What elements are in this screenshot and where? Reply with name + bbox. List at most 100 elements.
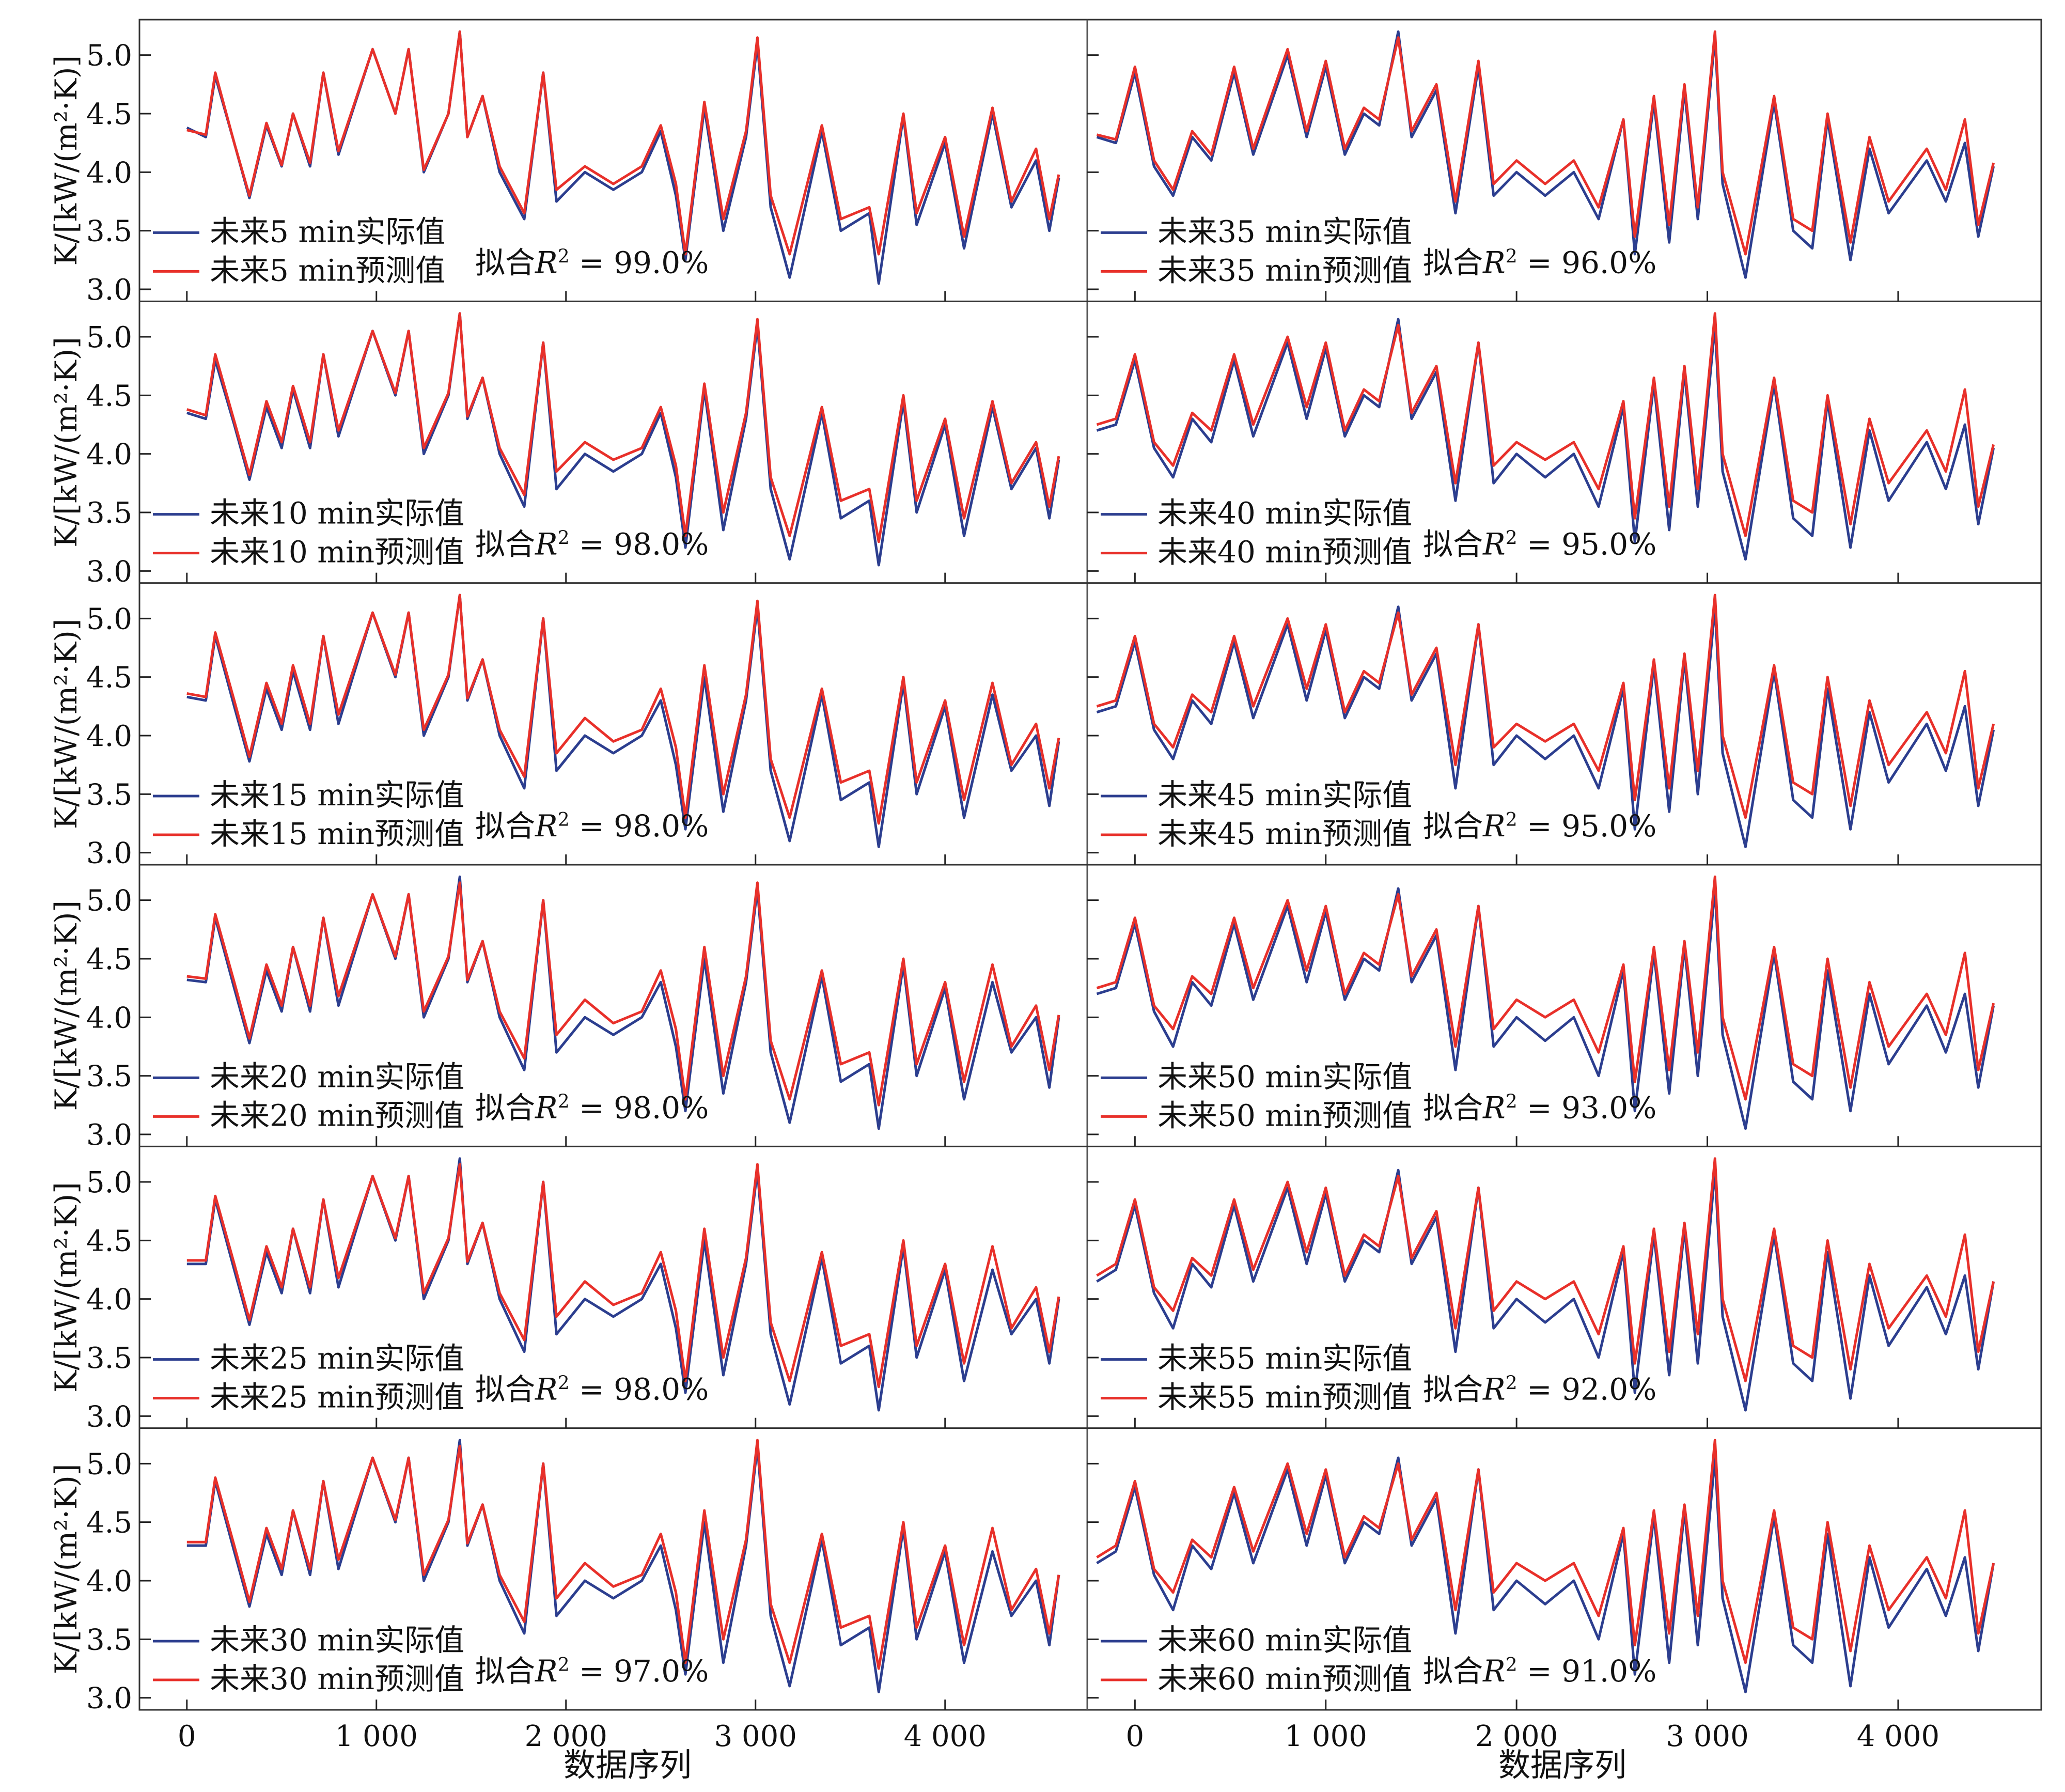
r2-annotation: 拟合R2 = 98.0% [475,527,709,562]
legend-predicted-label: 未来5 min预测值 [210,253,445,288]
y-tick-label: 4.5 [86,379,132,413]
x-tick-label: 2 000 [525,1720,607,1753]
y-tick-label: 5.0 [86,602,132,636]
y-axis-label: K/[kW/(m²·K)] [49,1463,84,1674]
y-tick-label: 4.0 [86,1283,132,1317]
legend-predicted-label: 未来40 min预测值 [1157,535,1412,570]
y-tick-label: 4.0 [86,1001,132,1035]
y-tick-label: 3.0 [86,1118,132,1152]
legend-actual-label: 未来15 min实际值 [210,777,464,813]
x-tick-label: 2 000 [1475,1720,1558,1753]
legend-actual-label: 未来20 min实际值 [210,1059,464,1094]
x-tick-label: 1 000 [1285,1720,1367,1753]
y-tick-label: 3.5 [86,1342,132,1375]
y-tick-label: 5.0 [86,1447,132,1481]
legend-predicted-label: 未来50 min预测值 [1157,1098,1412,1133]
series-predicted-line [1096,594,1995,819]
r2-annotation: 拟合R2 = 91.0% [1423,1654,1656,1689]
series-predicted-line [186,1163,1060,1389]
legend-actual-label: 未来30 min实际值 [210,1623,464,1658]
legend-predicted-label: 未来25 min预测值 [210,1380,464,1415]
y-tick-label: 4.5 [86,943,132,976]
legend-actual-label: 未来50 min实际值 [1157,1059,1412,1094]
x-tick-label: 3 000 [714,1720,797,1753]
legend-predicted-label: 未来60 min预测值 [1157,1661,1412,1696]
y-tick-label: 3.0 [86,1682,132,1716]
legend-actual-label: 未来40 min实际值 [1157,496,1412,531]
y-tick-label: 4.5 [86,1224,132,1258]
y-tick-label: 3.0 [86,555,132,588]
legend-actual-label: 未来55 min实际值 [1157,1341,1412,1376]
series-actual-line [1096,1456,1995,1693]
panel-left-5: 3.0 3.5 4.0 4.5 5.0K/[kW/(m²·K)] 未来25 min实际值未… [49,1157,1060,1433]
series-predicted-line [186,312,1060,543]
r2-annotation: 拟合R2 = 93.0% [1423,1090,1656,1125]
y-tick-label: 3.0 [86,273,132,307]
panels-group: 3.03.54.04.55.0K/[kW/(m²·K)] 未来5 min实际值未来… [49,30,2041,1753]
legend-actual-label: 未来10 min实际值 [210,496,464,531]
y-axis-label: K/[kW/(m²·K)] [49,618,84,829]
legend-predicted-label: 未来30 min预测值 [210,1661,464,1696]
legend-actual-label: 未来5 min实际值 [210,214,445,249]
r2-annotation: 拟合R2 = 95.0% [1423,808,1656,844]
y-tick-label: 5.0 [86,1166,132,1199]
series-predicted-line [1096,875,1995,1101]
legend-actual-label: 未来35 min实际值 [1157,214,1412,249]
y-tick-label: 4.0 [86,720,132,753]
series-predicted-line [1096,1439,1995,1664]
y-axis-label: K/[kW/(m²·K)] [49,55,84,266]
y-tick-label: 4.0 [86,438,132,472]
series-predicted-line [1096,1157,1995,1382]
x-tick-label: 1 000 [335,1720,418,1753]
r2-annotation: 拟合R2 = 92.0% [1423,1372,1656,1407]
legend-actual-label: 未来25 min实际值 [210,1341,464,1376]
legend-actual-label: 未来60 min实际值 [1157,1623,1412,1658]
y-tick-label: 3.5 [86,496,132,530]
x-tick-label: 0 [178,1720,196,1753]
x-tick-label: 4 000 [904,1720,987,1753]
series-predicted-line [186,1439,1060,1670]
legend-actual-label: 未来45 min实际值 [1157,777,1412,813]
series-actual-line [1096,318,1995,561]
panel-left-1: 3.0 3.5 4.0 4.5 5.0K/[kW/(m²·K)] 未来5 min实际值未来… [49,30,1060,307]
y-tick-label: 3.0 [86,837,132,870]
r2-annotation: 拟合R2 = 95.0% [1423,527,1656,562]
y-tick-label: 4.5 [86,98,132,131]
panel-left-4: 3.0 3.5 4.0 4.5 5.0K/[kW/(m²·K)] 未来20 min实际值未… [49,875,1060,1152]
y-axis-label: K/[kW/(m²·K)] [49,337,84,548]
y-tick-label: 3.0 [86,1400,132,1433]
y-tick-label: 5.0 [86,321,132,354]
x-tick-label: 4 000 [1857,1720,1939,1753]
x-tick-label: 0 [1126,1720,1145,1753]
y-tick-label: 3.5 [86,778,132,812]
series-actual-line [1096,605,1995,848]
series-predicted-line [186,881,1060,1107]
series-actual-line [1096,30,1995,279]
y-tick-label: 3.5 [86,1623,132,1657]
r2-annotation: 拟合R2 = 98.0% [475,808,709,844]
legend-predicted-label: 未来10 min预测值 [210,535,464,570]
r2-annotation: 拟合R2 = 98.0% [475,1090,709,1125]
y-tick-label: 4.0 [86,1565,132,1598]
legend-predicted-label: 未来55 min预测值 [1157,1380,1412,1415]
series-predicted-line [186,30,1060,256]
legend-predicted-label: 未来20 min预测值 [210,1098,464,1133]
panel-left-6: 3.0 3.5 4.0 4.5 5.0K/[kW/(m²·K)] 0 1 000 2 000 3… [49,1439,1060,1753]
r2-annotation: 拟合R2 = 96.0% [1423,245,1656,280]
series-actual-line [1096,887,1995,1130]
y-tick-label: 4.5 [86,1506,132,1540]
legend-predicted-label: 未来35 min预测值 [1157,253,1412,288]
series-predicted-line [1096,312,1995,537]
y-tick-label: 4.0 [86,156,132,190]
series-predicted-line [1096,30,1995,256]
panel-left-3: 3.0 3.5 4.0 4.5 5.0K/[kW/(m²·K)] 未来15 min实际值未… [49,594,1060,870]
y-tick-label: 5.0 [86,39,132,73]
series-actual-line [1096,1168,1995,1412]
legend-predicted-label: 未来15 min预测值 [210,816,464,851]
y-tick-label: 3.5 [86,215,132,248]
